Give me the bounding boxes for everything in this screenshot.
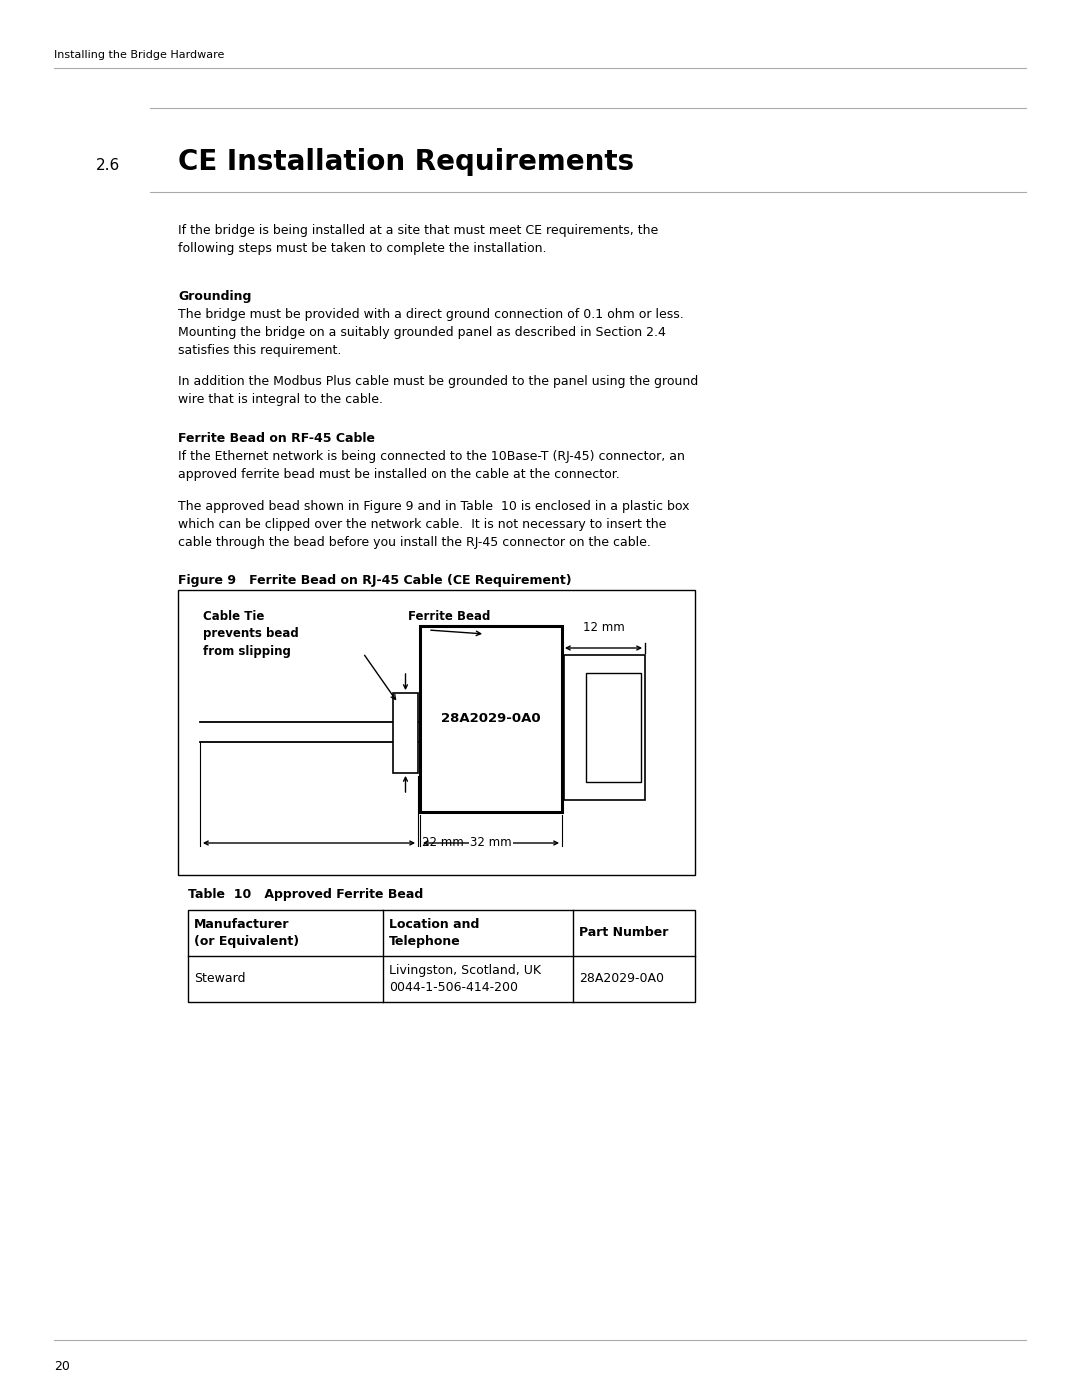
Text: Ferrite Bead on RF-45 Cable: Ferrite Bead on RF-45 Cable [178,432,375,446]
Text: The bridge must be provided with a direct ground connection of 0.1 ohm or less.
: The bridge must be provided with a direc… [178,307,684,358]
Text: Figure 9   Ferrite Bead on RJ-45 Cable (CE Requirement): Figure 9 Ferrite Bead on RJ-45 Cable (CE… [178,574,571,587]
Text: 28A2029-0A0: 28A2029-0A0 [442,712,541,725]
Bar [188,909,696,1002]
Text: 28A2029-0A0: 28A2029-0A0 [579,972,664,985]
Text: If the Ethernet network is being connected to the 10Base-T (RJ-45) connector, an: If the Ethernet network is being connect… [178,450,685,481]
Text: 32 mm: 32 mm [470,837,512,849]
Text: 22 mm: 22 mm [422,837,463,849]
Text: 2.6: 2.6 [96,158,120,173]
Bar [393,693,418,773]
Text: Grounding: Grounding [178,291,252,303]
Text: The approved bead shown in Figure 9 and in Table  10 is enclosed in a plastic bo: The approved bead shown in Figure 9 and … [178,500,689,549]
Text: Cable Tie
prevents bead
from slipping: Cable Tie prevents bead from slipping [203,610,299,658]
Bar [178,590,696,875]
Bar [586,673,642,782]
Text: Part Number: Part Number [579,926,669,940]
Text: Table  10   Approved Ferrite Bead: Table 10 Approved Ferrite Bead [188,888,423,901]
Bar [564,655,645,800]
Text: Ferrite Bead: Ferrite Bead [408,610,490,623]
Text: Installing the Bridge Hardware: Installing the Bridge Hardware [54,50,225,60]
Text: 20: 20 [54,1361,70,1373]
Text: In addition the Modbus Plus cable must be grounded to the panel using the ground: In addition the Modbus Plus cable must b… [178,374,699,407]
Bar [420,626,562,812]
Text: CE Installation Requirements: CE Installation Requirements [178,148,634,176]
Text: Steward: Steward [194,972,245,985]
Text: If the bridge is being installed at a site that must meet CE requirements, the
f: If the bridge is being installed at a si… [178,224,658,256]
Text: 12 mm: 12 mm [582,622,624,634]
Text: Livingston, Scotland, UK
0044-1-506-414-200: Livingston, Scotland, UK 0044-1-506-414-… [389,964,541,995]
Text: Manufacturer
(or Equivalent): Manufacturer (or Equivalent) [194,918,299,949]
Text: Location and
Telephone: Location and Telephone [389,918,480,949]
